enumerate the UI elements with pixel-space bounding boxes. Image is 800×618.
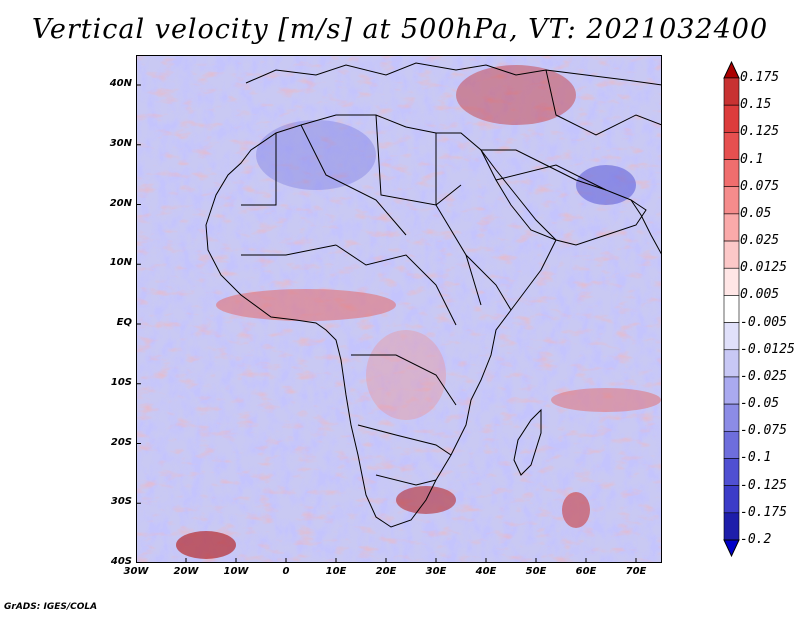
map-panel <box>136 55 662 563</box>
lon-tick-label: 20E <box>375 566 397 577</box>
ascent-region-south-atlantic <box>176 531 236 559</box>
colorbar-level-label: 0.1 <box>740 151 764 167</box>
border-10 <box>495 164 607 191</box>
ascent-region-indian-ocean <box>562 492 590 528</box>
lat-tick-label: EQ <box>116 317 132 328</box>
colorbar-level-label: 0.0125 <box>740 260 787 276</box>
border-9 <box>241 244 337 256</box>
colorbar-level-label: -0.025 <box>740 368 787 384</box>
colorbar-level-label: 0.005 <box>740 287 780 303</box>
colorbar-segment <box>723 132 740 160</box>
border-8 <box>375 474 437 486</box>
colorbar-segment <box>723 485 740 514</box>
border-7 <box>357 424 452 456</box>
lon-tick-label: 30W <box>123 566 149 577</box>
colorbar-level-label: 0.15 <box>740 97 772 113</box>
border-5 <box>335 244 457 326</box>
lat-tick-label: 10S <box>110 376 132 388</box>
colorbar-level-label: -0.175 <box>740 504 787 520</box>
colorbar-level-label: -0.2 <box>740 532 772 547</box>
lat-tick-label: 20S <box>110 436 132 448</box>
colorbar-bottom-arrow <box>723 539 740 558</box>
border-1 <box>241 133 277 206</box>
arabia-coast <box>480 149 647 246</box>
colorbar-level-label: 0.05 <box>740 205 772 221</box>
lon-tick-label: 40E <box>475 566 497 577</box>
colorbar-level-label: -0.1 <box>740 450 772 466</box>
colorbar-segment <box>723 186 740 215</box>
border-2 <box>300 124 407 236</box>
colorbar-segment <box>723 512 740 541</box>
border-12 <box>465 254 512 311</box>
madagascar <box>513 408 542 476</box>
colorbar-segment <box>723 403 740 432</box>
colorbar <box>723 60 740 558</box>
colorbar-level-label: 0.075 <box>740 178 780 194</box>
border-11 <box>545 69 662 136</box>
lat-tick-label: 10N <box>109 257 132 269</box>
lat-tick-label: 40S <box>110 556 132 567</box>
lon-tick-label: 10E <box>325 566 347 577</box>
border-6 <box>351 354 457 406</box>
lat-tick-label: 30S <box>110 496 132 508</box>
colorbar-level-label: 0.125 <box>740 124 780 140</box>
colorbar-segment <box>723 376 740 405</box>
border-4 <box>435 133 482 306</box>
lon-tick-label: 30E <box>425 566 447 577</box>
ascent-region-congo <box>366 330 446 420</box>
descent-region-arabia <box>576 165 636 205</box>
colorbar-segment <box>723 159 740 188</box>
map-frame <box>136 55 662 563</box>
colorbar-level-label: -0.125 <box>740 477 787 493</box>
colorbar-segment <box>723 213 740 242</box>
lon-tick-label: 10W <box>223 566 249 577</box>
ascent-region-indian-ocean-north <box>551 388 661 412</box>
lat-tick-label: 30N <box>109 137 132 149</box>
colorbar-segment <box>723 295 740 323</box>
colorbar-segment <box>723 349 740 378</box>
colorbar-segment <box>723 267 740 296</box>
colorbar-segment <box>723 458 740 486</box>
ascent-region-gulf-of-guinea <box>216 289 396 321</box>
ascent-region-middle-east <box>456 65 576 125</box>
coastlines <box>205 62 662 528</box>
lon-tick-label: 60E <box>575 566 597 577</box>
colorbar-level-label: -0.05 <box>740 396 780 412</box>
colorbar-level-label: 0.025 <box>740 233 780 249</box>
chart-title: Vertical velocity [m/s] at 500hPa, VT: 2… <box>31 14 769 45</box>
border-3 <box>375 114 462 206</box>
india-coast <box>630 199 662 256</box>
colorbar-top-arrow <box>723 60 740 79</box>
colorbar-segment <box>723 104 740 133</box>
lat-tick-label: 20N <box>109 197 132 209</box>
lon-tick-label: 20W <box>173 566 199 577</box>
colorbar-level-label: -0.075 <box>740 423 787 439</box>
colorbar-level-label: -0.005 <box>740 314 787 330</box>
colorbar-segment <box>723 240 740 269</box>
colorbar-segment <box>723 322 740 351</box>
lon-tick-label: 70E <box>625 566 647 577</box>
grads-credit: GrADS: IGES/COLA <box>4 602 98 612</box>
field-noise-red <box>136 55 662 563</box>
colorbar-level-label: 0.175 <box>740 70 780 85</box>
lon-tick-label: 50E <box>525 566 547 577</box>
mediterranean-north <box>245 62 662 86</box>
lat-tick-label: 40N <box>109 78 132 89</box>
colorbar-segment <box>723 77 740 106</box>
colorbar-level-label: -0.0125 <box>740 341 795 357</box>
lon-tick-label: 0 <box>282 566 290 577</box>
colorbar-segment <box>723 430 740 459</box>
map-ticks <box>136 84 637 563</box>
